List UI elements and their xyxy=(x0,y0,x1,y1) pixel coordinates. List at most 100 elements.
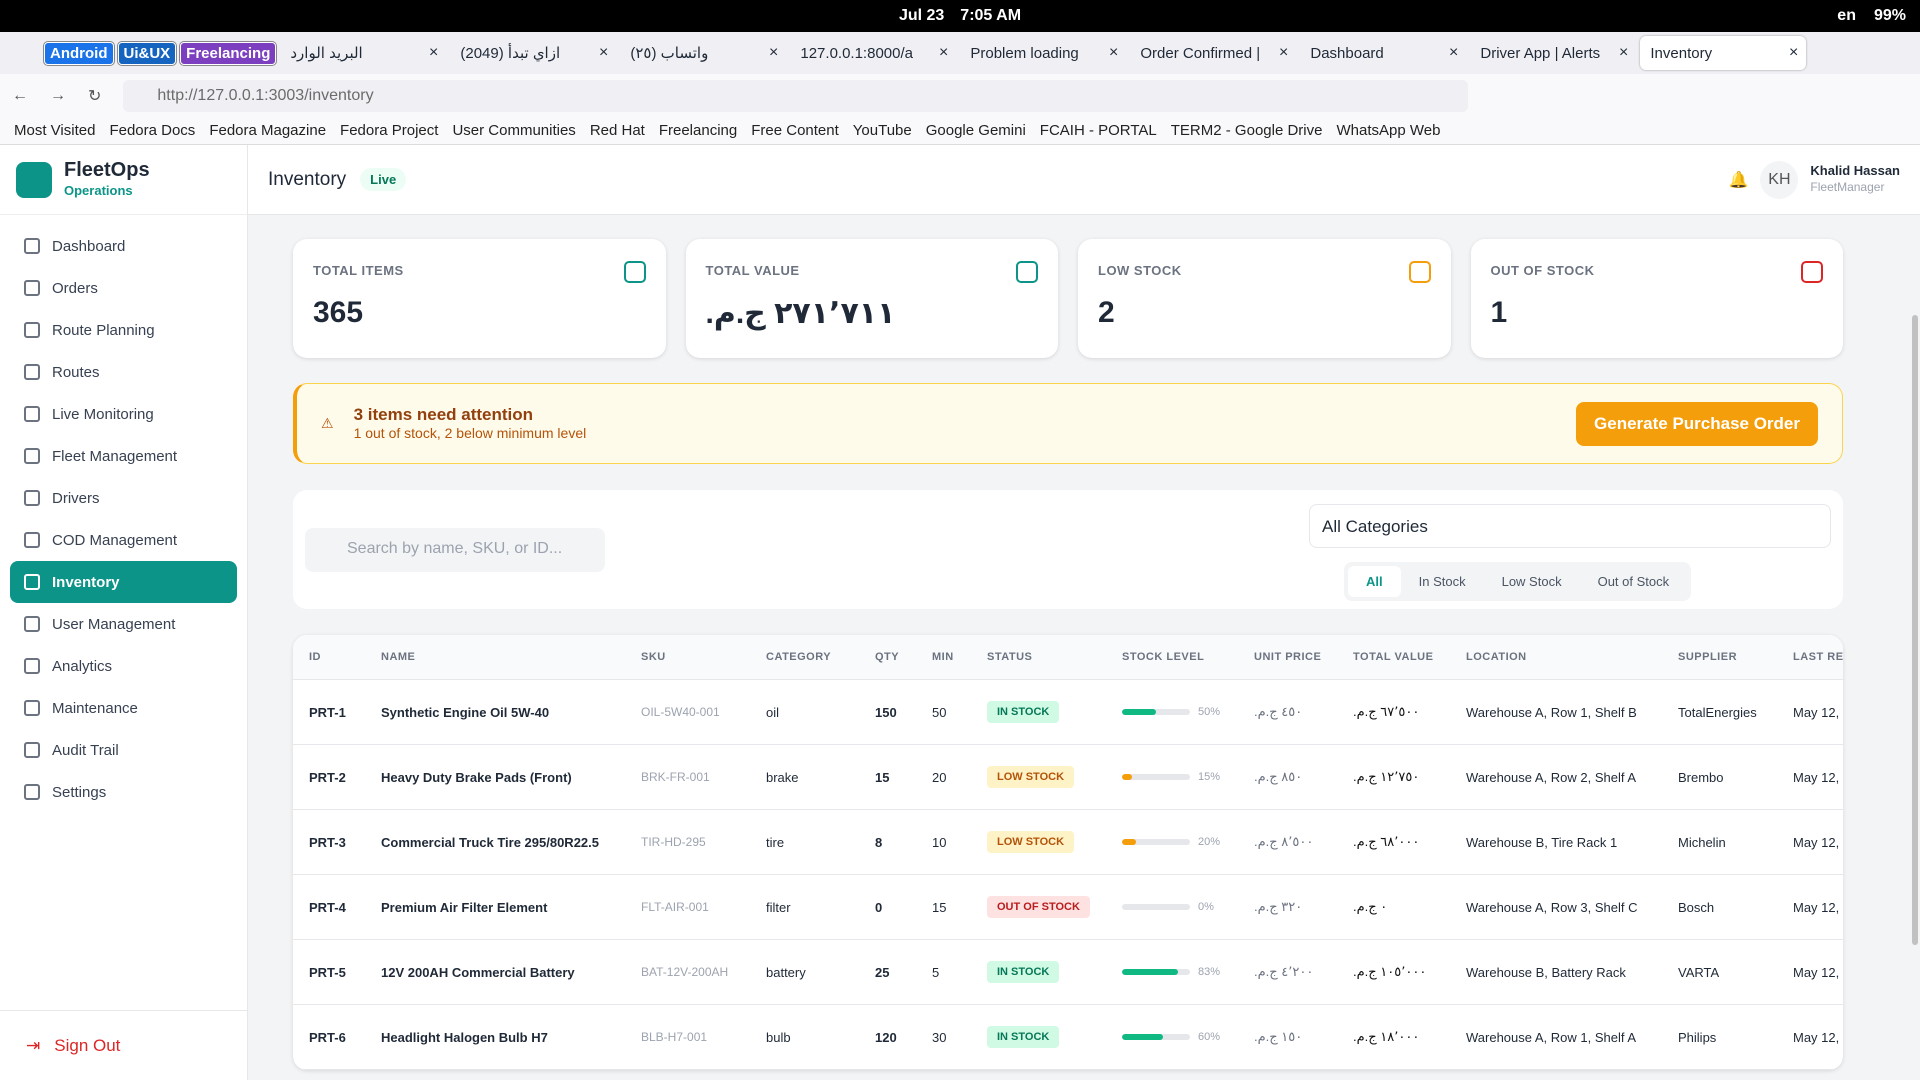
tab-group[interactable]: Ui&UX xyxy=(116,40,178,66)
bookmark[interactable]: Fedora Project xyxy=(340,122,439,139)
cell-id: PRT-3 xyxy=(309,834,346,850)
cell-name: 12V 200AH Commercial Battery xyxy=(381,964,575,980)
supplier: Brembo xyxy=(1678,769,1724,785)
user[interactable]: 🔔 KH Khalid Hassan FleetManager xyxy=(1728,160,1900,199)
clock: Jul 23 7:05 AM xyxy=(899,7,1021,25)
table-row[interactable]: PRT-1 Synthetic Engine Oil 5W-40 OIL-5W40-… xyxy=(293,680,1843,745)
bookmark[interactable]: Fedora Magazine xyxy=(209,122,327,139)
stock-level: 83% xyxy=(1122,966,1254,978)
browser-tab[interactable]: Problem loading xyxy=(960,36,1126,70)
bookmark[interactable]: Most Visited xyxy=(14,122,96,139)
nav-item[interactable]: Audit Trail xyxy=(10,729,237,771)
table-row[interactable]: PRT-3 Commercial Truck Tire 295/80R22.5 TI… xyxy=(293,810,1843,875)
table-row[interactable]: PRT-2 Heavy Duty Brake Pads (Front) BRK-FR… xyxy=(293,745,1843,810)
cell-sku: TIR-HD-295 xyxy=(641,835,706,849)
stock-level: 0% xyxy=(1122,901,1254,913)
location: Warehouse A, Row 3, Shelf C xyxy=(1466,899,1638,915)
stat-card: OUT OF STOCK 1 xyxy=(1470,239,1843,358)
location: Warehouse A, Row 1, Shelf B xyxy=(1466,704,1637,720)
nav-item[interactable]: COD Management xyxy=(10,519,237,561)
purchase-button[interactable]: Generate Purchase Order xyxy=(1576,401,1818,446)
nav-icon xyxy=(24,280,40,296)
bookmark[interactable]: User Communities xyxy=(452,122,576,139)
bookmark[interactable]: YouTube xyxy=(852,122,912,139)
location: Warehouse A, Row 2, Shelf A xyxy=(1466,769,1637,785)
user-name: Khalid Hassan xyxy=(1810,163,1900,178)
cell-id: PRT-1 xyxy=(309,704,346,720)
cell-category: battery xyxy=(766,964,806,980)
nav-label: Settings xyxy=(52,783,107,801)
nav-item[interactable]: Inventory xyxy=(10,561,237,603)
cell-min: 20 xyxy=(932,769,947,785)
nav-label: Inventory xyxy=(52,573,120,591)
last-restocked: May 12, 2026 xyxy=(1793,769,1843,785)
nav-label: Audit Trail xyxy=(52,741,119,759)
nav-item[interactable]: Settings xyxy=(10,771,237,813)
stat-label: TOTAL VALUE xyxy=(705,263,800,278)
nav-item[interactable]: Dashboard xyxy=(10,225,237,267)
browser-tab[interactable]: البريد الوارد xyxy=(280,36,446,70)
brand-name: FleetOps xyxy=(64,159,150,181)
nav-button[interactable]: ← xyxy=(12,86,28,104)
nav-item[interactable]: Route Planning xyxy=(10,309,237,351)
tab-group[interactable]: Android xyxy=(43,40,115,66)
nav-item[interactable]: Fleet Management xyxy=(10,435,237,477)
browser-tab[interactable]: Driver App | Alerts xyxy=(1470,36,1636,70)
stat-label: OUT OF STOCK xyxy=(1490,263,1595,278)
stat-card: LOW STOCK 2 xyxy=(1078,239,1451,358)
nav-button[interactable]: ↻ xyxy=(88,87,102,105)
cell-name: Synthetic Engine Oil 5W-40 xyxy=(381,704,550,720)
total-value: ١٢٬٧٥٠ ج.م.‏ xyxy=(1353,769,1420,784)
stat-icon xyxy=(1016,261,1038,283)
stat-value: ٢٧١٬٧١١ ج.م.‏ xyxy=(705,297,896,330)
browser-tab[interactable]: Dashboard xyxy=(1300,36,1466,70)
nav-icon xyxy=(24,574,40,590)
level-fill xyxy=(1122,969,1179,975)
nav-item[interactable]: Orders xyxy=(10,267,237,309)
brand-subtitle: Operations xyxy=(64,183,133,198)
bookmark[interactable]: TERM2 - Google Drive xyxy=(1170,122,1323,139)
browser-tab[interactable]: 127.0.0.1:8000/a xyxy=(790,36,956,70)
browser-tab[interactable]: (٢٥) واتساب xyxy=(620,36,786,70)
nav-button[interactable]: → xyxy=(50,86,66,104)
nav-item[interactable]: Maintenance xyxy=(10,687,237,729)
cell-category: filter xyxy=(766,899,791,915)
nav-item[interactable]: Routes xyxy=(10,351,237,393)
cell-name: Commercial Truck Tire 295/80R22.5 xyxy=(381,834,599,850)
bookmark[interactable]: Google Gemini xyxy=(925,122,1026,139)
table-row[interactable]: PRT-5 12V 200AH Commercial Battery BAT-12V… xyxy=(293,940,1843,1005)
column-header: LAST RESTOCKED xyxy=(1793,651,1843,663)
tab-group[interactable]: Freelancing xyxy=(179,40,278,66)
bookmark[interactable]: Fedora Docs xyxy=(109,122,196,139)
nav-item[interactable]: Drivers xyxy=(10,477,237,519)
url-field[interactable]: http://127.0.0.1:3003/inventory xyxy=(123,79,1469,112)
nav-item[interactable]: Live Monitoring xyxy=(10,393,237,435)
browser-tab[interactable]: Inventory xyxy=(1640,36,1807,70)
cell-min: 30 xyxy=(932,1029,947,1045)
bookmark[interactable]: Red Hat xyxy=(589,122,645,139)
battery[interactable]: 99% xyxy=(1873,7,1906,24)
bookmark[interactable]: Free Content xyxy=(751,122,839,139)
status-tab[interactable]: In Stock xyxy=(1418,574,1466,589)
sign-out[interactable]: ⇥ Sign Out xyxy=(0,1010,247,1080)
cell-qty: 15 xyxy=(875,769,890,785)
nav-item[interactable]: Analytics xyxy=(10,645,237,687)
status-tab[interactable]: Out of Stock xyxy=(1597,574,1670,589)
bookmark[interactable]: WhatsApp Web xyxy=(1336,122,1441,139)
category-select[interactable]: All Categories xyxy=(1309,504,1831,548)
search-input[interactable]: Search by name, SKU, or ID... xyxy=(305,528,605,572)
table-row[interactable]: PRT-4 Premium Air Filter Element FLT-AIR-0… xyxy=(293,875,1843,940)
language[interactable]: en xyxy=(1837,7,1856,24)
total-value: ٠ ج.م.‏ xyxy=(1353,899,1388,914)
nav-item[interactable]: User Management xyxy=(10,603,237,645)
bookmark[interactable]: Freelancing xyxy=(658,122,738,139)
browser-tab[interactable]: Order Confirmed | xyxy=(1130,36,1296,70)
browser-tab[interactable]: (2049) ازاي تبدأ xyxy=(450,36,616,70)
bookmark[interactable]: FCAIH - PORTAL xyxy=(1039,122,1157,139)
status-tab[interactable]: All xyxy=(1348,566,1401,597)
status-tab[interactable]: Low Stock xyxy=(1501,574,1562,589)
table-row[interactable]: PRT-6 Headlight Halogen Bulb H7 BLB-H7-001… xyxy=(293,1005,1843,1070)
logo xyxy=(16,161,52,198)
column-header: QTY xyxy=(875,651,900,663)
column-header: SUPPLIER xyxy=(1678,651,1738,663)
